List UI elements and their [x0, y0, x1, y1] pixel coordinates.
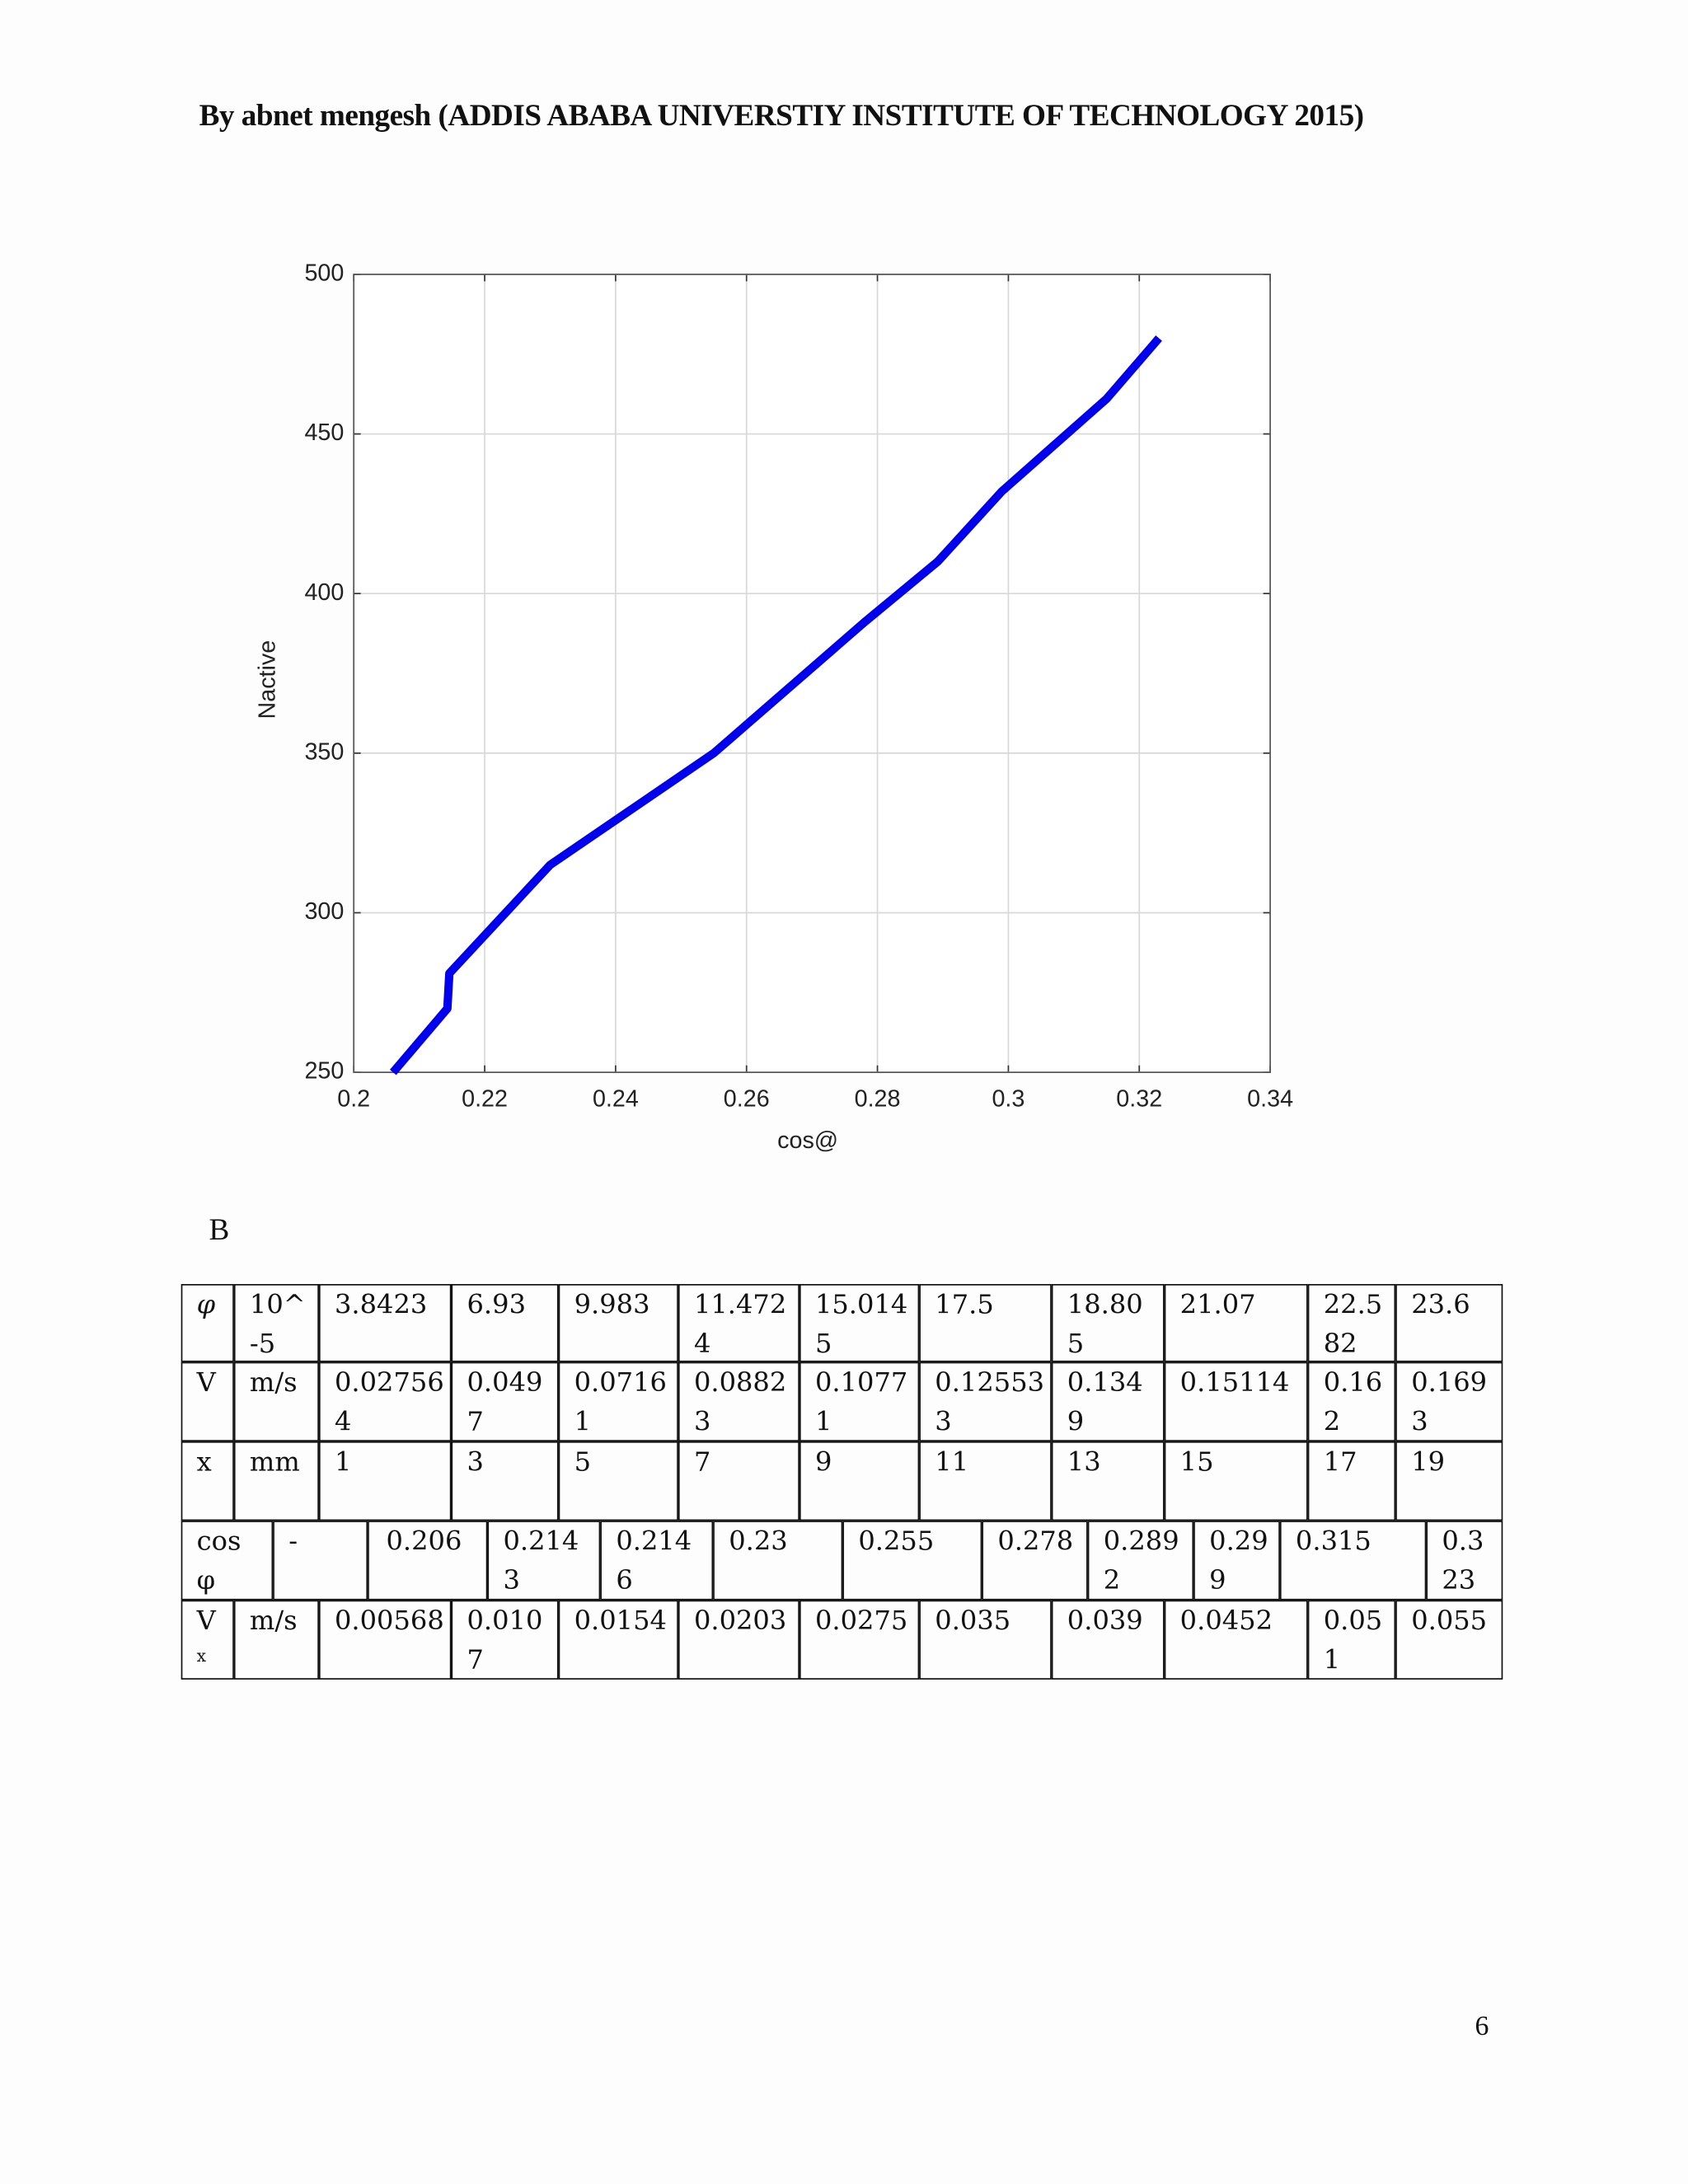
table-cell: 0.10771 [799, 1362, 920, 1442]
x-tick-label: 0.34 [1247, 1086, 1293, 1113]
table-cell: 0.315 [1280, 1521, 1427, 1601]
table-cell: 9 [799, 1441, 920, 1521]
table-cell: 0.162 [1308, 1362, 1396, 1442]
header-title: By abnet mengesh (ADDIS ABABA UNIVERSTIY… [199, 97, 1364, 133]
table-cell: 11 [919, 1441, 1053, 1521]
table-cell: 15 [1165, 1441, 1309, 1521]
table-cell: 21.07 [1165, 1284, 1309, 1363]
table-cell: 0.035 [919, 1601, 1053, 1680]
table-cell: 0.08823 [678, 1362, 800, 1442]
plot-frame [353, 274, 1271, 1073]
y-tick-label: 250 [304, 1058, 344, 1085]
table-cell: 1 [319, 1441, 452, 1521]
section-label: B [209, 1212, 230, 1247]
plot-area [354, 274, 1271, 1073]
table-cell: V [181, 1362, 235, 1442]
table-cell: - [273, 1521, 368, 1601]
table-cell: 0.055 [1395, 1601, 1503, 1680]
x-tick-label: 0.22 [462, 1086, 508, 1113]
table-cell: mm [234, 1441, 320, 1521]
table-cell: 0.125533 [919, 1362, 1053, 1442]
table-cell: 0.027564 [319, 1362, 452, 1442]
table-cell: 23.6 [1395, 1284, 1503, 1363]
y-tick-label: 350 [304, 738, 344, 765]
table-cell: 0.0275 [799, 1601, 920, 1680]
table-cell: 7 [678, 1441, 800, 1521]
data-line [390, 335, 1162, 1076]
table-cell: 0.1349 [1052, 1362, 1165, 1442]
x-tick-label: 0.26 [724, 1086, 770, 1113]
table-cell: 3 [451, 1441, 560, 1521]
table-cell: 0.1693 [1395, 1362, 1503, 1442]
table-cell: m/s [234, 1362, 320, 1442]
x-tick-label: 0.3 [992, 1086, 1025, 1113]
x-tick-label: 0.32 [1116, 1086, 1162, 1113]
x-tick-label: 0.24 [593, 1086, 639, 1113]
page-number: 6 [1475, 2011, 1489, 2042]
y-tick-label: 500 [304, 260, 344, 286]
table-cell: φ [181, 1284, 235, 1363]
table-cell: 10^-5 [234, 1284, 320, 1363]
y-tick-label: 300 [304, 898, 344, 925]
table-cell: 0.323 [1426, 1521, 1503, 1601]
y-tick-label: 450 [304, 419, 344, 446]
table-cell: 11.4724 [678, 1284, 800, 1363]
table-cell: 0.0154 [559, 1601, 679, 1680]
table-cell: 17.5 [919, 1284, 1053, 1363]
table-cell: 0.039 [1052, 1601, 1165, 1680]
chart: cos@ Nactive 0.2 0.22 0.24 0.26 0.28 0.3 0.32 0… [255, 260, 1293, 1154]
x-tick-label: 0.28 [855, 1086, 901, 1113]
table-cell: 0.15114 [1165, 1362, 1309, 1442]
table-cell: 13 [1052, 1441, 1165, 1521]
table-cell: 0.0203 [678, 1601, 800, 1680]
table-cell: m/s [234, 1601, 320, 1680]
table-cell: 0.0107 [451, 1601, 560, 1680]
table-cell: 19 [1395, 1441, 1503, 1521]
table-cell: 9.983 [559, 1284, 679, 1363]
table-cell: 0.255 [842, 1521, 982, 1601]
table-cell: 0.051 [1308, 1601, 1396, 1680]
table-cell: 0.2892 [1088, 1521, 1194, 1601]
y-axis-label: Nactive [255, 640, 281, 719]
table-cell: cos φ [181, 1521, 274, 1601]
table-cell: 0.23 [713, 1521, 843, 1601]
table-cell: 15.0145 [799, 1284, 920, 1363]
table-cell: 0.0452 [1165, 1601, 1309, 1680]
x-tick-label: 0.2 [337, 1086, 370, 1113]
x-axis-label: cos@ [777, 1127, 838, 1154]
table-cell: 0.07161 [559, 1362, 679, 1442]
table-cell: 0.299 [1193, 1521, 1281, 1601]
table-cell: 3.8423 [319, 1284, 452, 1363]
table-cell: x [181, 1441, 235, 1521]
table-cell: 0.00568 [319, 1601, 452, 1680]
cell-subscript: x [196, 1646, 207, 1666]
table-cell: 17 [1308, 1441, 1396, 1521]
cell-text: V [196, 1605, 216, 1637]
table-cell: 0.0497 [451, 1362, 560, 1442]
table-cell: 0.2143 [487, 1521, 601, 1601]
table-cell: 0.206 [368, 1521, 488, 1601]
table-cell: 5 [559, 1441, 679, 1521]
table-cell: 0.2146 [600, 1521, 714, 1601]
table-cell: 6.93 [451, 1284, 560, 1363]
table-cell: 22.582 [1308, 1284, 1396, 1363]
table-cell: 18.805 [1052, 1284, 1165, 1363]
y-tick-label: 400 [304, 579, 344, 606]
table-cell: 0.278 [982, 1521, 1089, 1601]
